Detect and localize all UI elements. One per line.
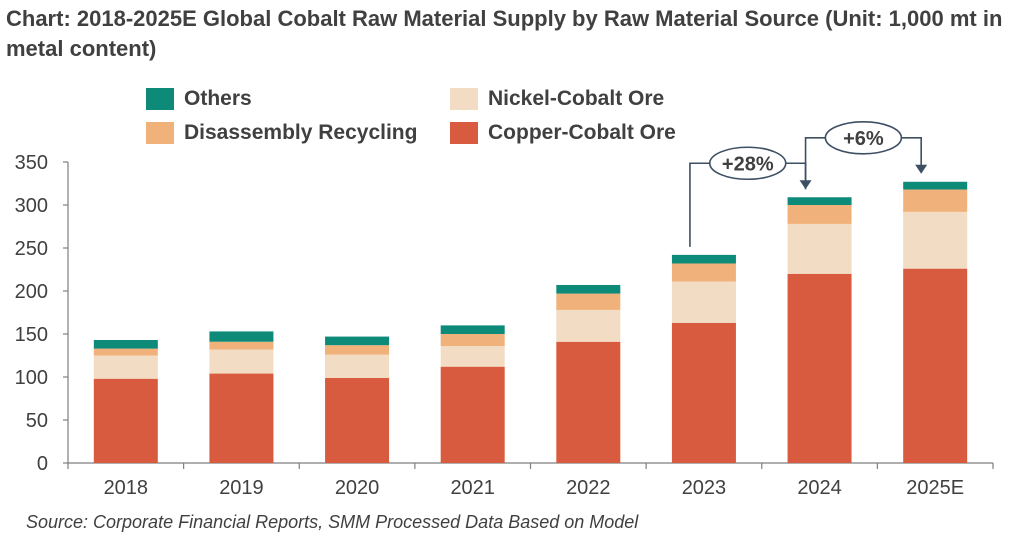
bar-nickel-cobalt-ore-2021 (440, 346, 505, 367)
x-tick-label: 2025E (906, 477, 964, 499)
legend-item-disassembly-recycling: Disassembly Recycling (146, 120, 417, 146)
bar-nickel-cobalt-ore-2025e (903, 211, 968, 269)
bar-nickel-cobalt-ore-2024 (787, 223, 852, 274)
bar-copper-cobalt-ore-2024 (787, 273, 852, 463)
bar-copper-cobalt-ore-2025e (903, 268, 968, 463)
bar-copper-cobalt-ore-2021 (440, 366, 505, 463)
bar-others-2025e (903, 181, 968, 190)
bar-disassembly-recycling-2022 (556, 293, 621, 310)
bar-others-2019 (209, 331, 274, 342)
bar-copper-cobalt-ore-2022 (556, 341, 621, 463)
bar-disassembly-recycling-2021 (440, 334, 505, 347)
y-tick-label: 150 (15, 324, 48, 346)
bar-others-2022 (556, 284, 621, 294)
y-tick-label: 100 (15, 367, 48, 389)
bar-disassembly-recycling-2025e (903, 189, 968, 212)
y-tick-label: 0 (37, 453, 48, 475)
bar-nickel-cobalt-ore-2022 (556, 309, 621, 342)
legend-label-nickel-cobalt-ore: Nickel-Cobalt Ore (488, 87, 665, 110)
x-tick-label: 2023 (682, 477, 727, 499)
y-tick-label: 200 (15, 281, 48, 303)
bar-copper-cobalt-ore-2020 (325, 377, 390, 463)
bar-disassembly-recycling-2020 (325, 345, 390, 355)
bar-disassembly-recycling-2023 (671, 263, 736, 282)
growth-label-oval (824, 120, 903, 155)
bar-copper-cobalt-ore-2023 (671, 322, 736, 463)
bar-disassembly-recycling-2019 (209, 341, 274, 350)
bar-copper-cobalt-ore-2018 (93, 378, 158, 463)
legend-item-nickel-cobalt-ore: Nickel-Cobalt Ore (450, 86, 664, 112)
bar-others-2024 (787, 197, 852, 205)
x-tick-label: 2020 (335, 477, 380, 499)
x-tick-label: 2024 (797, 477, 842, 499)
bar-nickel-cobalt-ore-2018 (93, 355, 158, 379)
bar-others-2021 (440, 325, 505, 334)
x-tick-label: 2019 (219, 477, 264, 499)
bar-nickel-cobalt-ore-2019 (209, 349, 274, 374)
y-tick-label: 50 (26, 410, 48, 432)
y-tick-label: 250 (15, 238, 48, 260)
x-tick-label: 2018 (104, 477, 149, 499)
bar-disassembly-recycling-2024 (787, 205, 852, 224)
y-tick-label: 350 (15, 152, 48, 174)
legend-swatch-disassembly-recycling (146, 122, 174, 144)
source-note: Source: Corporate Financial Reports, SMM… (26, 512, 639, 532)
bar-others-2020 (325, 336, 390, 346)
y-tick-label: 300 (15, 195, 48, 217)
bar-others-2023 (671, 254, 736, 264)
legend-swatch-copper-cobalt-ore (450, 122, 478, 144)
legend-label-copper-cobalt-ore: Copper-Cobalt Ore (488, 121, 676, 144)
legend-item-copper-cobalt-ore: Copper-Cobalt Ore (450, 120, 676, 146)
growth-label-oval (708, 146, 787, 181)
x-tick-label: 2021 (450, 477, 495, 499)
bar-copper-cobalt-ore-2019 (209, 373, 274, 463)
legend-swatch-nickel-cobalt-ore (450, 88, 478, 110)
legend-label-disassembly-recycling: Disassembly Recycling (184, 121, 418, 144)
bar-nickel-cobalt-ore-2023 (671, 281, 736, 323)
legend-item-others: Others (146, 86, 252, 112)
bar-disassembly-recycling-2018 (93, 348, 158, 356)
bar-others-2018 (93, 340, 158, 349)
legend-label-others: Others (184, 87, 252, 110)
growth-arrowhead (915, 164, 928, 174)
growth-label: +28% (722, 153, 774, 175)
growth-label: +6% (843, 128, 884, 150)
x-tick-label: 2022 (566, 477, 611, 499)
legend-swatch-others (146, 88, 174, 110)
chart-title: Chart: 2018-2025E Global Cobalt Raw Mate… (6, 6, 1003, 61)
bar-nickel-cobalt-ore-2020 (325, 354, 390, 378)
